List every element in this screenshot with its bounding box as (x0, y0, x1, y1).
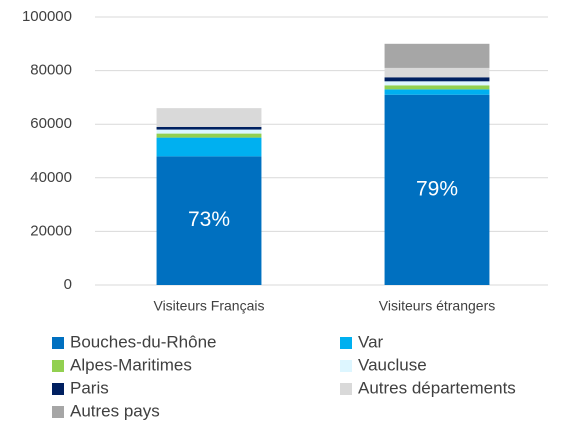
x-tick-label: Visiteurs Français (153, 298, 264, 314)
bar-segment (384, 85, 490, 90)
bar-segment (384, 67, 490, 78)
x-tick-label: Visiteurs étrangers (379, 298, 495, 314)
legend-label: Alpes-Maritimes (70, 355, 192, 374)
legend-swatch (340, 360, 352, 372)
bar-annotation: 73% (188, 208, 230, 231)
bar-segment (156, 133, 262, 138)
bar-annotation: 79% (416, 177, 458, 200)
bar-segment (156, 126, 262, 130)
bar-segment (384, 77, 490, 82)
legend-swatch (52, 337, 64, 349)
legend-swatch (340, 337, 352, 349)
legend-label: Bouches-du-Rhône (70, 332, 216, 351)
legend-swatch (52, 360, 64, 372)
legend-label: Autres pays (70, 401, 160, 420)
bar-segment (384, 81, 490, 86)
bar-segment (156, 137, 262, 157)
legend-swatch (340, 383, 352, 395)
bar-segment (384, 94, 490, 285)
legend-swatch (52, 406, 64, 418)
legend-label: Vaucluse (358, 355, 427, 374)
y-tick-label: 80000 (30, 62, 72, 79)
y-tick-label: 40000 (30, 169, 72, 186)
bar-segment (156, 129, 262, 134)
y-tick-label: 100000 (22, 8, 72, 25)
legend-label: Var (358, 332, 384, 351)
bar-segment (384, 43, 490, 68)
bar-segment (156, 108, 262, 127)
bar-segment (156, 156, 262, 285)
y-tick-label: 20000 (30, 222, 72, 239)
legend-label: Paris (70, 378, 109, 397)
y-tick-label: 60000 (30, 115, 72, 132)
bar-segment (384, 89, 490, 95)
y-tick-label: 0 (64, 276, 72, 293)
legend-swatch (52, 383, 64, 395)
legend-label: Autres départements (358, 378, 516, 397)
